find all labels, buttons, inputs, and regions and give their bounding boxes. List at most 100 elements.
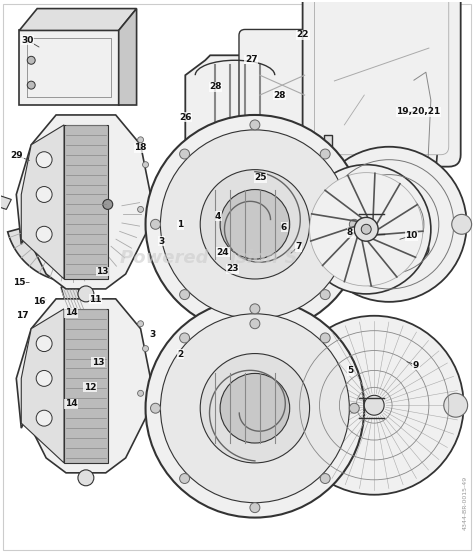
Text: 2: 2: [177, 350, 183, 358]
Circle shape: [311, 147, 466, 302]
Text: 4: 4: [215, 212, 221, 221]
Text: 18: 18: [134, 143, 146, 152]
Text: 14: 14: [65, 308, 77, 317]
Text: Powered   ision S: Powered ision S: [120, 249, 307, 266]
Circle shape: [250, 502, 260, 512]
Polygon shape: [195, 179, 275, 209]
Circle shape: [137, 391, 144, 396]
Text: 24: 24: [217, 248, 229, 257]
Text: 1: 1: [177, 220, 183, 229]
Text: 7: 7: [295, 242, 301, 251]
Circle shape: [161, 130, 349, 319]
Text: 3: 3: [158, 237, 165, 246]
Text: 12: 12: [84, 383, 96, 392]
Circle shape: [36, 152, 52, 168]
Text: 29: 29: [10, 151, 23, 160]
Text: 17: 17: [16, 311, 29, 320]
Circle shape: [320, 474, 330, 484]
Circle shape: [285, 316, 464, 495]
Circle shape: [250, 304, 260, 314]
Circle shape: [143, 162, 148, 168]
Circle shape: [151, 219, 161, 229]
FancyBboxPatch shape: [315, 0, 449, 155]
Circle shape: [36, 371, 52, 386]
Text: 28: 28: [273, 91, 286, 100]
Circle shape: [27, 57, 35, 64]
Circle shape: [151, 403, 161, 413]
Polygon shape: [8, 149, 141, 282]
Polygon shape: [19, 30, 118, 105]
Circle shape: [200, 170, 310, 279]
Text: 15: 15: [13, 278, 26, 287]
Text: 30: 30: [21, 35, 34, 45]
Circle shape: [361, 224, 371, 234]
Text: 9: 9: [413, 361, 419, 370]
Circle shape: [36, 187, 52, 202]
Circle shape: [413, 241, 429, 257]
Circle shape: [444, 393, 468, 417]
Circle shape: [220, 373, 290, 443]
Polygon shape: [64, 125, 108, 279]
Text: 5: 5: [347, 366, 353, 375]
Text: 28: 28: [210, 83, 222, 91]
Polygon shape: [185, 55, 285, 259]
Circle shape: [349, 219, 359, 229]
Circle shape: [301, 165, 431, 294]
Circle shape: [27, 81, 35, 89]
Circle shape: [180, 474, 190, 484]
Circle shape: [354, 217, 378, 241]
Circle shape: [180, 290, 190, 300]
Circle shape: [364, 396, 384, 415]
Circle shape: [250, 120, 260, 130]
Polygon shape: [19, 8, 137, 30]
Circle shape: [137, 137, 144, 143]
Polygon shape: [325, 135, 332, 214]
Polygon shape: [407, 65, 439, 244]
Circle shape: [283, 391, 302, 410]
Circle shape: [250, 319, 260, 329]
Circle shape: [137, 207, 144, 212]
Circle shape: [78, 470, 94, 486]
FancyBboxPatch shape: [302, 0, 461, 167]
Circle shape: [137, 321, 144, 327]
Text: 11: 11: [90, 295, 102, 304]
Circle shape: [78, 286, 94, 302]
Circle shape: [220, 189, 290, 259]
Circle shape: [36, 226, 52, 242]
Circle shape: [180, 333, 190, 343]
Circle shape: [320, 290, 330, 300]
Circle shape: [146, 299, 364, 517]
Text: 16: 16: [33, 297, 46, 306]
Text: 4344-BR-0015-49: 4344-BR-0015-49: [463, 476, 468, 530]
Text: 27: 27: [245, 55, 257, 64]
Circle shape: [309, 212, 325, 227]
Circle shape: [103, 199, 113, 209]
Polygon shape: [21, 125, 64, 279]
Circle shape: [36, 410, 52, 426]
Text: 8: 8: [347, 228, 353, 238]
Circle shape: [320, 149, 330, 159]
Polygon shape: [310, 135, 318, 214]
Text: 13: 13: [92, 358, 104, 367]
Circle shape: [200, 353, 310, 463]
Text: 14: 14: [65, 399, 77, 408]
Circle shape: [36, 336, 52, 352]
Circle shape: [349, 403, 359, 413]
Polygon shape: [16, 299, 151, 473]
Polygon shape: [0, 194, 11, 209]
Text: 3: 3: [149, 330, 155, 340]
Polygon shape: [118, 8, 137, 105]
Circle shape: [143, 346, 148, 352]
Polygon shape: [64, 309, 108, 463]
Text: 25: 25: [255, 173, 267, 182]
Text: 13: 13: [96, 267, 109, 276]
Circle shape: [161, 314, 349, 502]
Circle shape: [452, 214, 472, 234]
Circle shape: [146, 115, 364, 334]
Circle shape: [320, 333, 330, 343]
Text: 22: 22: [297, 30, 309, 39]
Circle shape: [180, 149, 190, 159]
Polygon shape: [61, 287, 83, 312]
Circle shape: [310, 173, 423, 286]
Text: 6: 6: [281, 223, 287, 232]
